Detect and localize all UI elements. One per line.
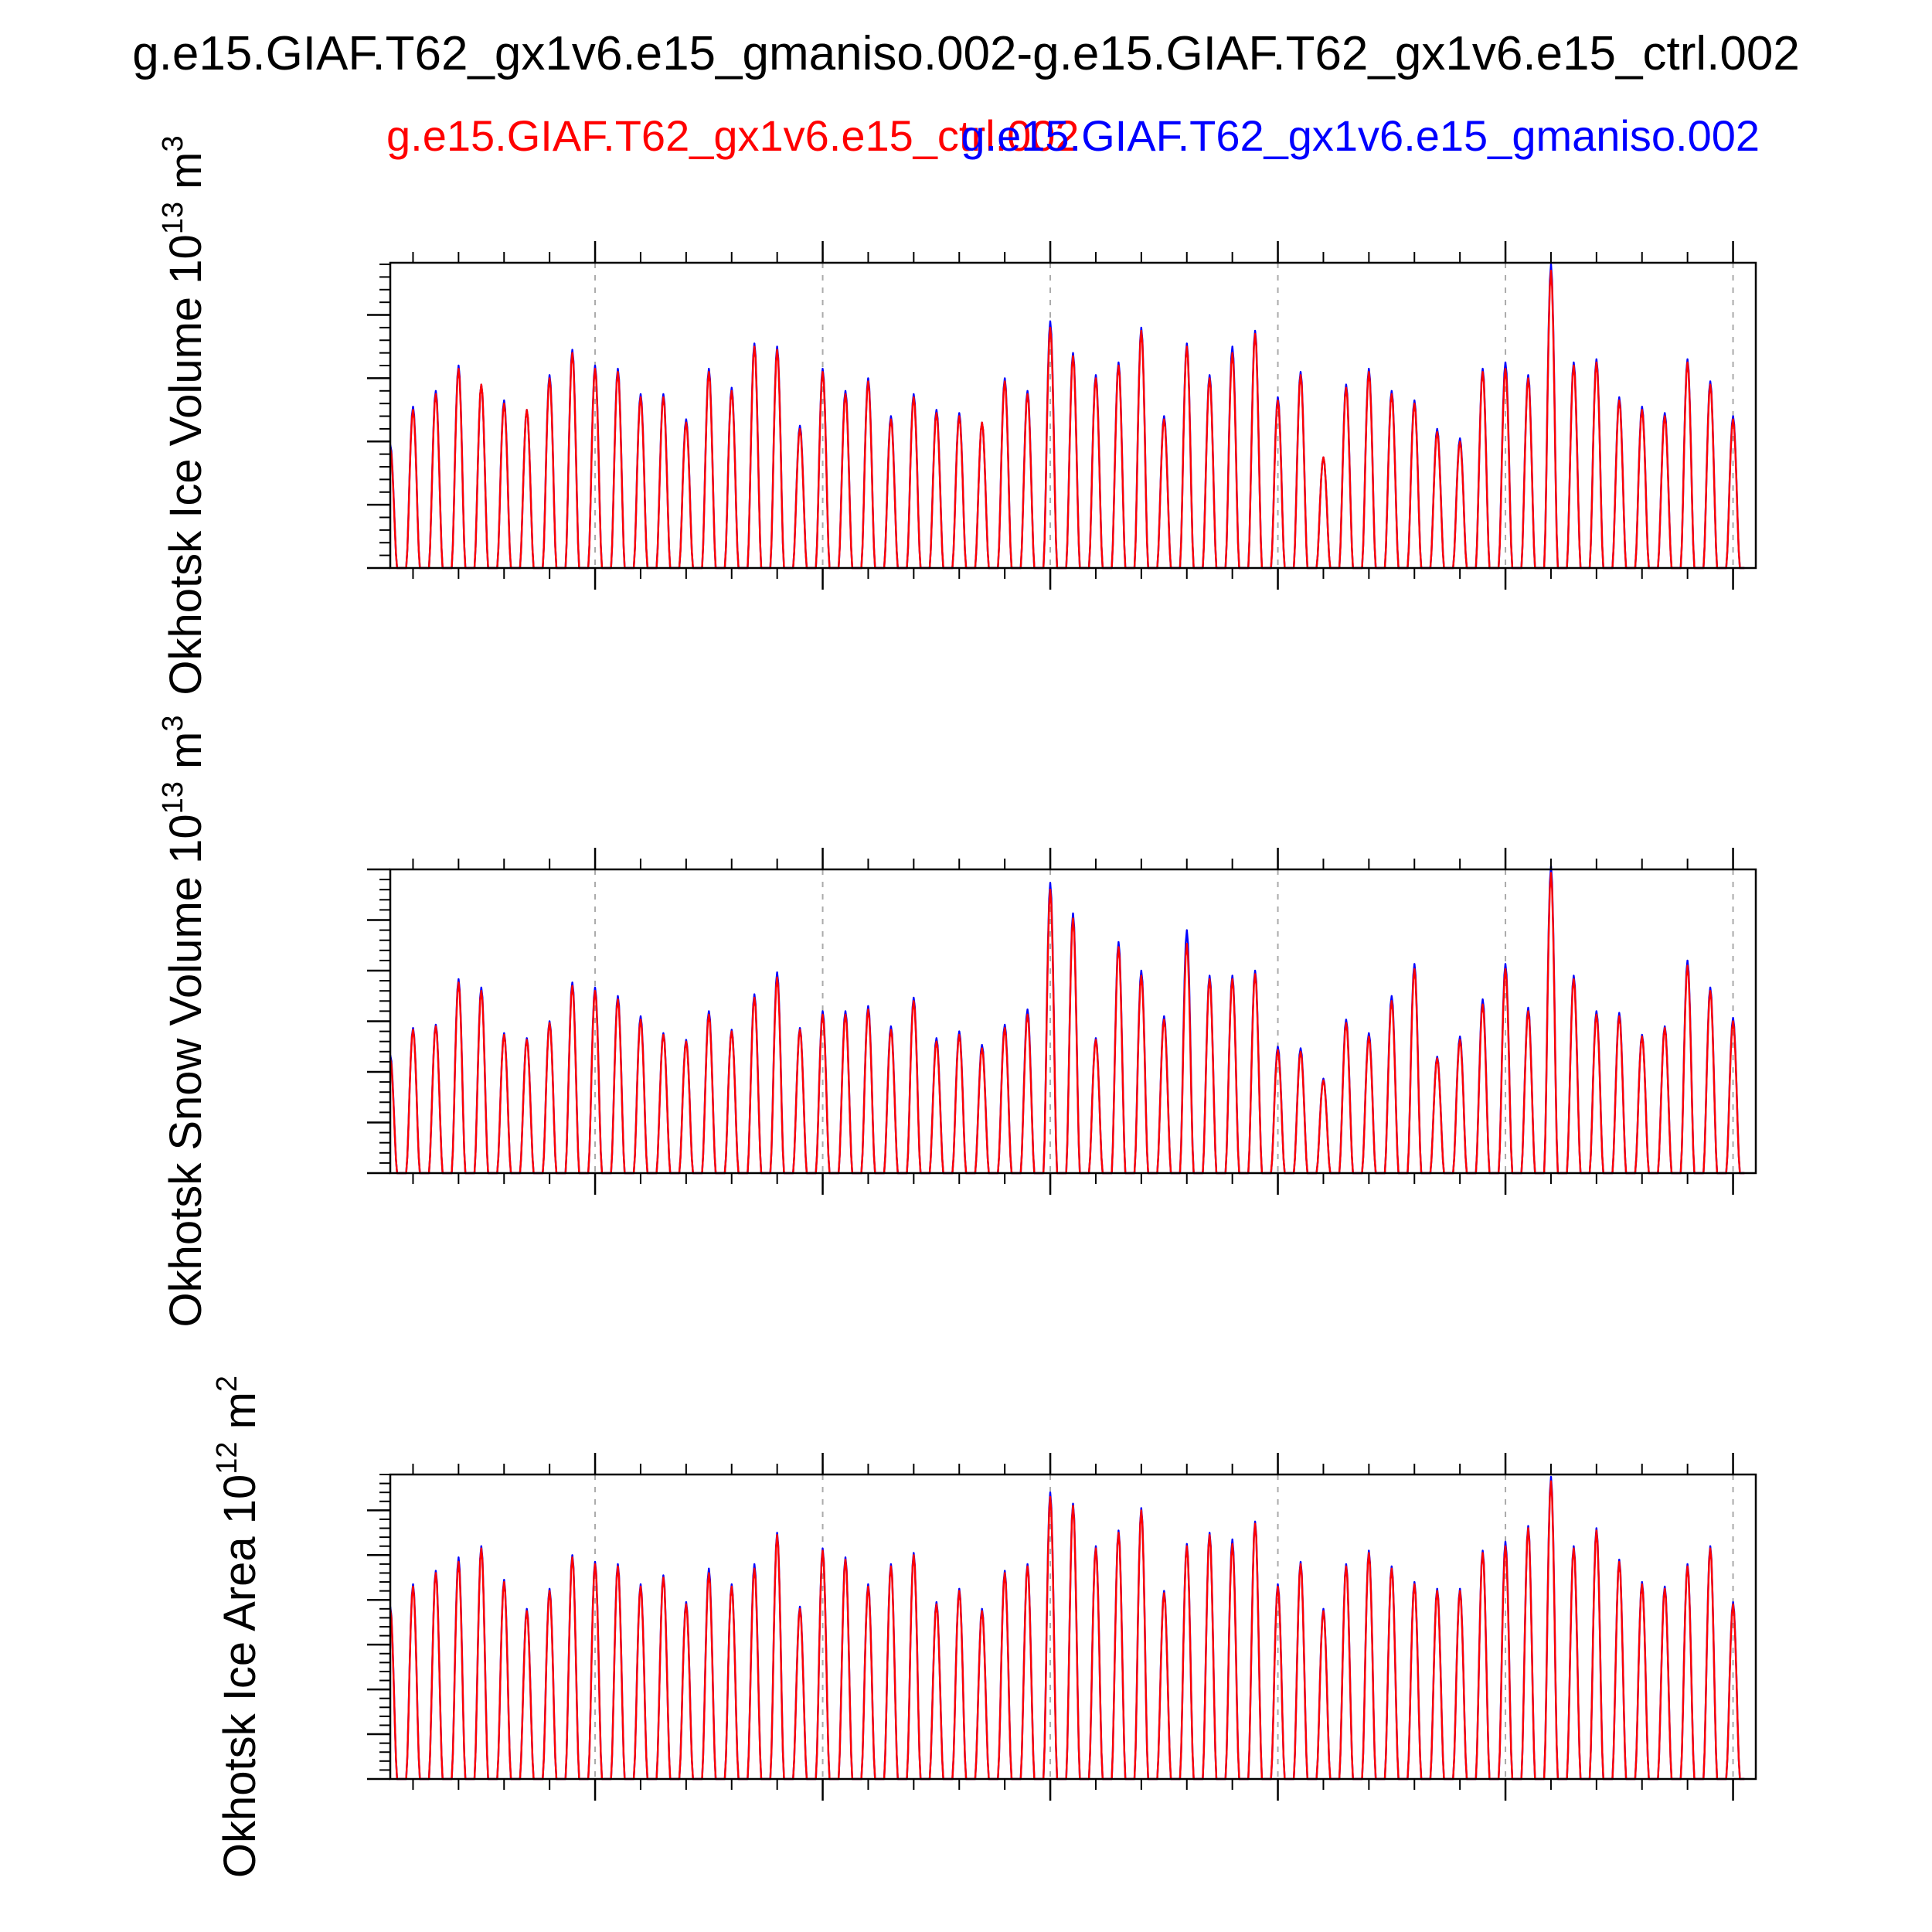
y-axis-title-text: Okhotsk Snow Volume 10	[161, 814, 211, 1327]
legend-gmaniso-label: g.e15.GIAF.T62_gx1v6.e15_gmaniso.002	[961, 111, 1760, 160]
y-axis-title-text: Okhotsk Ice Area 10	[215, 1475, 265, 1878]
plot-frame	[389, 261, 1757, 570]
chart-panel-1: Okhotsk Ice Volume 1013 m3	[157, 135, 1757, 696]
y-axis-title: Okhotsk Snow Volume 1013 m3	[157, 715, 211, 1327]
y-axis-title: Okhotsk Ice Volume 1013 m3	[157, 135, 211, 695]
series-ctrl-line	[389, 1480, 1745, 1781]
y-axis-title-text: Okhotsk Ice Volume 10	[161, 234, 211, 695]
y-axis-title-exponent: 2	[211, 1376, 243, 1392]
y-axis-title-unit: m	[161, 151, 211, 189]
y-axis-title-unit: m	[215, 1392, 265, 1429]
y-axis-title-unit: m	[161, 732, 211, 769]
y-axis-title-exponent: 13	[157, 781, 189, 814]
y-axis-title-exponent: 12	[211, 1442, 243, 1475]
chart-panel-2: Okhotsk Snow Volume 1013 m3	[157, 715, 1757, 1328]
legend: g.e15.GIAF.T62_gx1v6.e15_ctrl.002 g.e15.…	[386, 111, 1760, 160]
figure-title: g.e15.GIAF.T62_gx1v6.e15_gmaniso.002-g.e…	[132, 27, 1800, 80]
y-axis-title-exponent: 3	[157, 715, 189, 731]
y-axis-title-exponent: 3	[157, 135, 189, 151]
series-ctrl-line	[389, 872, 1745, 1175]
y-axis-title-unit	[161, 189, 211, 202]
y-axis-title-exponent: 13	[157, 202, 189, 234]
series-ctrl-line	[389, 270, 1745, 570]
chart-panel-3: Okhotsk Ice Area 1012 m2	[211, 1376, 1757, 1878]
y-axis-title-unit	[161, 769, 211, 781]
legend-ctrl-label: g.e15.GIAF.T62_gx1v6.e15_ctrl.002	[386, 111, 1080, 160]
y-axis-title: Okhotsk Ice Area 1012 m2	[211, 1376, 265, 1878]
y-axis-title-unit	[215, 1429, 265, 1441]
